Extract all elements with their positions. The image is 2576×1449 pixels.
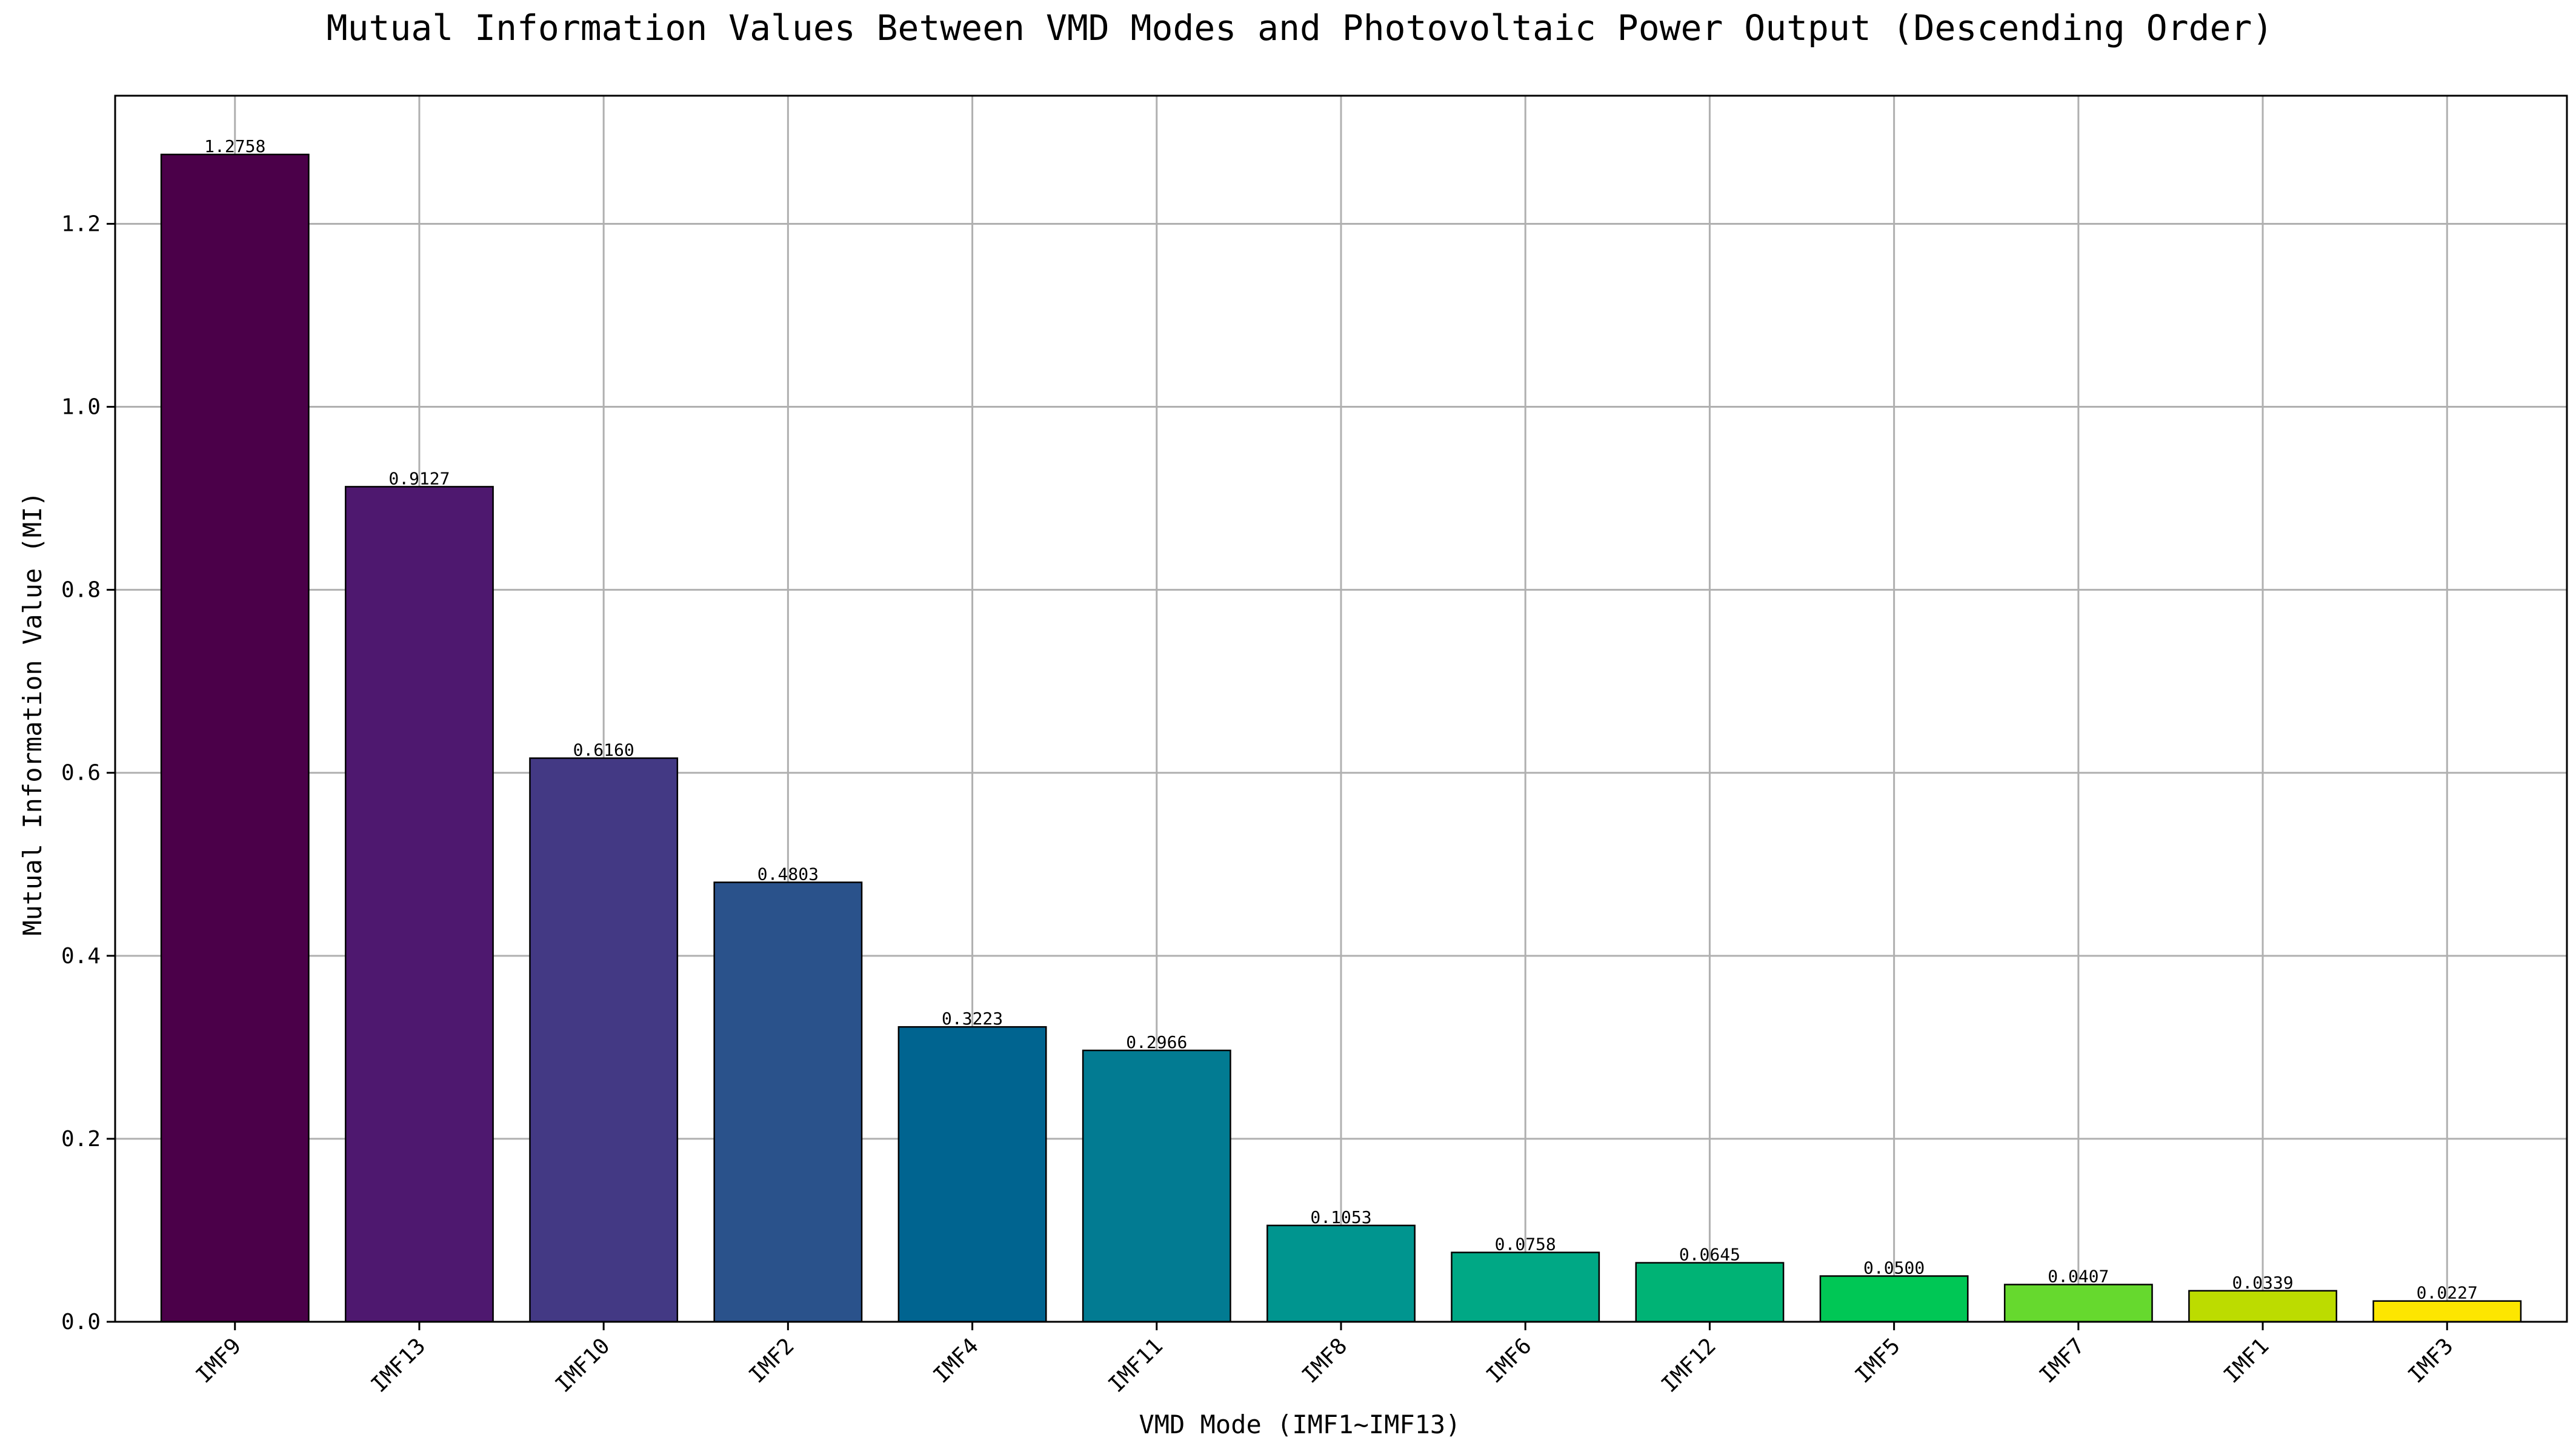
plot-area: 1.2758 0.9127 0.6160 0.4803 0.3223 0.2966 0.10…	[61, 94, 2568, 1398]
bar-imf13	[345, 486, 494, 1323]
bar-imf7	[2003, 1284, 2153, 1323]
bar-imf4	[897, 1026, 1047, 1323]
bar-imf10	[529, 757, 679, 1323]
bar-value-label: 0.0758	[1495, 1235, 1556, 1255]
bar-imf5	[1819, 1275, 1969, 1323]
y-tick-label: 0.6	[61, 761, 101, 786]
bar-value-label: 0.9127	[388, 468, 450, 488]
bar-value-label: 0.6160	[573, 740, 634, 760]
bars-layer	[160, 153, 2522, 1323]
bar-value-label: 0.4803	[757, 864, 819, 884]
value-labels-layer: 1.2758 0.9127 0.6160 0.4803 0.3223 0.2966 0.10…	[204, 136, 2478, 1303]
bar-value-label: 0.0645	[1679, 1245, 1740, 1265]
x-axis-label: VMD Mode (IMF1~IMF13)	[1139, 1410, 1460, 1439]
bar-imf6	[1451, 1252, 1600, 1323]
bar-value-label: 0.0339	[2232, 1273, 2293, 1293]
y-tick-label: 0.2	[61, 1127, 101, 1152]
bar-value-label: 0.3223	[942, 1009, 1003, 1029]
bar-value-label: 1.2758	[204, 136, 265, 156]
bar-imf2	[713, 881, 863, 1323]
bar-imf1	[2188, 1290, 2337, 1323]
y-tick-label: 1.0	[61, 395, 101, 420]
bar-value-label: 0.0227	[2417, 1283, 2478, 1303]
bar-value-label: 0.1053	[1310, 1207, 1371, 1227]
y-tick-label: 1.2	[61, 211, 101, 236]
y-axis-ticks: 0.0 0.2 0.4 0.6 0.8 1.0 1.2	[61, 211, 115, 1335]
y-tick-label: 0.0	[61, 1310, 101, 1335]
bar-imf12	[1635, 1262, 1785, 1323]
bar-value-label: 0.0407	[2048, 1267, 2109, 1287]
bar-imf3	[2372, 1300, 2522, 1323]
bar-imf8	[1266, 1224, 1416, 1323]
bar-value-label: 0.2966	[1126, 1032, 1187, 1052]
bar-imf11	[1082, 1049, 1231, 1323]
y-tick-label: 0.4	[61, 944, 101, 969]
chart-title: Mutual Information Values Between VMD Mo…	[327, 7, 2274, 48]
y-axis-label: Mutual Information Value (MI)	[18, 491, 47, 935]
y-tick-label: 0.8	[61, 578, 101, 603]
bar-imf9	[160, 153, 310, 1323]
bar-value-label: 0.0500	[1863, 1258, 1925, 1278]
